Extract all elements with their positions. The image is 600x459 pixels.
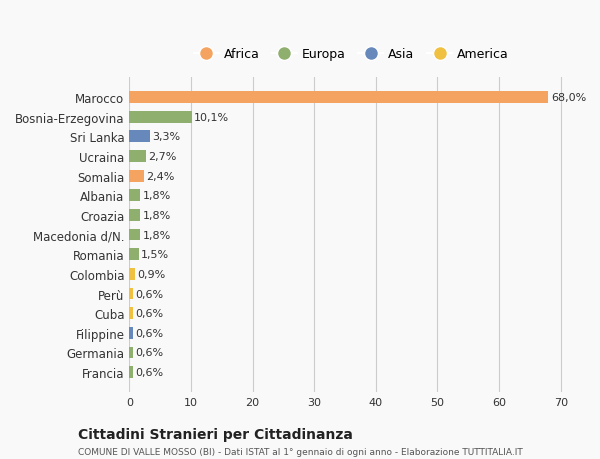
Text: 0,6%: 0,6% bbox=[136, 328, 164, 338]
Bar bbox=[130, 288, 133, 300]
Text: 2,4%: 2,4% bbox=[146, 171, 175, 181]
Bar bbox=[130, 366, 133, 378]
Bar bbox=[130, 92, 548, 104]
Text: 0,6%: 0,6% bbox=[136, 367, 164, 377]
Bar bbox=[130, 327, 133, 339]
Bar bbox=[130, 170, 144, 182]
Text: 10,1%: 10,1% bbox=[194, 112, 229, 123]
Text: 1,8%: 1,8% bbox=[143, 211, 171, 220]
Text: 3,3%: 3,3% bbox=[152, 132, 180, 142]
Bar bbox=[130, 229, 140, 241]
Text: 0,6%: 0,6% bbox=[136, 348, 164, 358]
Text: 2,7%: 2,7% bbox=[148, 151, 177, 162]
Bar bbox=[130, 112, 191, 123]
Text: Cittadini Stranieri per Cittadinanza: Cittadini Stranieri per Cittadinanza bbox=[78, 427, 353, 442]
Bar bbox=[130, 308, 133, 319]
Text: 0,6%: 0,6% bbox=[136, 289, 164, 299]
Bar bbox=[130, 269, 135, 280]
Text: 1,8%: 1,8% bbox=[143, 230, 171, 240]
Bar bbox=[130, 151, 146, 162]
Bar bbox=[130, 131, 149, 143]
Text: 0,9%: 0,9% bbox=[137, 269, 166, 279]
Text: COMUNE DI VALLE MOSSO (BI) - Dati ISTAT al 1° gennaio di ogni anno - Elaborazion: COMUNE DI VALLE MOSSO (BI) - Dati ISTAT … bbox=[78, 448, 523, 456]
Text: 1,8%: 1,8% bbox=[143, 191, 171, 201]
Text: 0,6%: 0,6% bbox=[136, 308, 164, 319]
Bar bbox=[130, 210, 140, 221]
Text: 68,0%: 68,0% bbox=[551, 93, 586, 103]
Bar bbox=[130, 190, 140, 202]
Bar bbox=[130, 249, 139, 261]
Text: 1,5%: 1,5% bbox=[141, 250, 169, 260]
Legend: Africa, Europa, Asia, America: Africa, Europa, Asia, America bbox=[188, 43, 514, 66]
Bar bbox=[130, 347, 133, 358]
